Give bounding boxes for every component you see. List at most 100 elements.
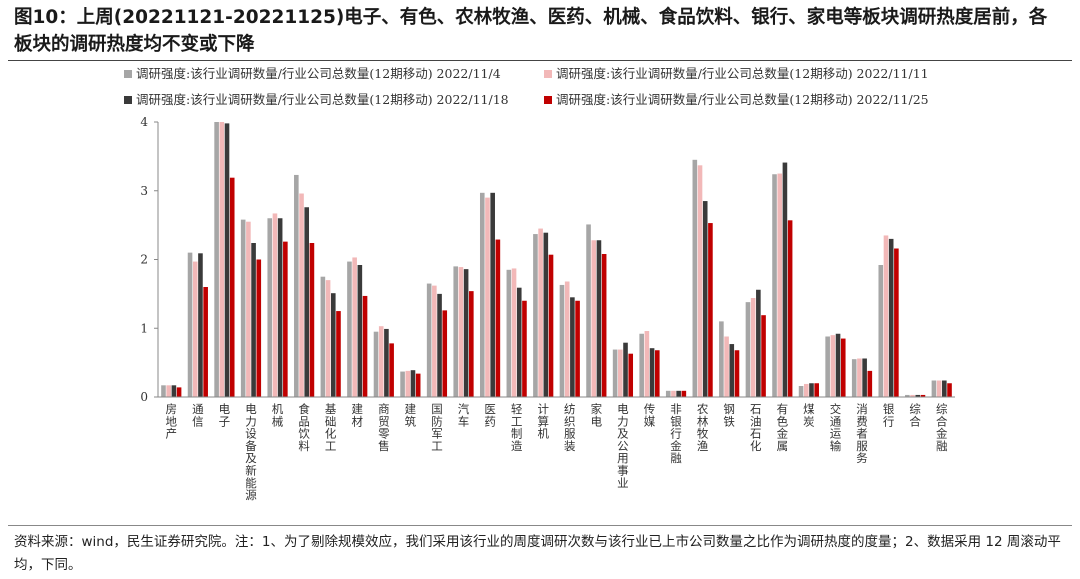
bar bbox=[676, 390, 681, 397]
bar bbox=[437, 293, 442, 398]
bar bbox=[283, 241, 288, 397]
x-category-label: 电子 bbox=[219, 402, 231, 428]
bar bbox=[809, 383, 814, 397]
bar bbox=[246, 221, 251, 397]
bar bbox=[299, 193, 304, 397]
bar bbox=[203, 287, 208, 397]
bar bbox=[708, 223, 713, 397]
bar bbox=[506, 269, 512, 397]
x-category-label: 有色金属 bbox=[777, 402, 789, 453]
bar bbox=[405, 370, 411, 398]
bar bbox=[224, 123, 230, 398]
bar bbox=[384, 328, 389, 397]
bar bbox=[915, 394, 921, 397]
bar bbox=[378, 326, 384, 397]
bar bbox=[330, 293, 336, 397]
bar bbox=[724, 336, 729, 397]
bar bbox=[777, 173, 783, 397]
bar bbox=[734, 350, 740, 397]
bar bbox=[347, 261, 352, 397]
bar bbox=[681, 390, 687, 397]
bar bbox=[511, 268, 517, 397]
bar bbox=[649, 348, 655, 397]
x-category-label: 食品饮料 bbox=[298, 402, 310, 453]
bar bbox=[309, 243, 315, 397]
x-category-label: 综合 bbox=[909, 402, 921, 428]
x-category-label: 钢铁 bbox=[723, 402, 735, 428]
legend-swatch bbox=[544, 70, 552, 78]
legend-swatch bbox=[124, 96, 132, 104]
bar bbox=[559, 284, 565, 397]
bar bbox=[910, 394, 915, 397]
bar bbox=[442, 310, 448, 398]
bar bbox=[463, 269, 469, 398]
bar bbox=[894, 248, 899, 397]
bar bbox=[240, 219, 246, 398]
bar bbox=[756, 289, 761, 397]
bar bbox=[702, 201, 708, 397]
bar bbox=[453, 266, 459, 398]
y-tick-label: 1 bbox=[140, 321, 148, 335]
x-category-label: 石油石化 bbox=[750, 402, 762, 453]
legend-swatch bbox=[124, 70, 132, 78]
x-category-label: 汽车 bbox=[458, 402, 470, 428]
bar bbox=[458, 267, 464, 397]
bar bbox=[389, 343, 394, 398]
bar bbox=[495, 239, 501, 397]
bar bbox=[851, 359, 857, 397]
bar bbox=[942, 380, 947, 397]
bar bbox=[905, 394, 910, 397]
bar bbox=[485, 197, 490, 398]
legend-label: 调研强度:该行业调研数量/行业公司总数量(12期移动) 2022/11/18 bbox=[136, 92, 509, 107]
legend-label: 调研强度:该行业调研数量/行业公司总数量(12期移动) 2022/11/25 bbox=[556, 92, 929, 107]
bar bbox=[490, 192, 495, 397]
bar bbox=[357, 265, 363, 397]
bar bbox=[575, 300, 580, 397]
bar bbox=[320, 276, 326, 397]
bar bbox=[192, 261, 198, 397]
y-tick-label: 0 bbox=[140, 390, 148, 404]
bar bbox=[825, 336, 830, 397]
bar bbox=[857, 358, 862, 397]
bar bbox=[400, 371, 405, 397]
x-category-label: 消费者服务 bbox=[856, 402, 868, 465]
bar bbox=[426, 283, 432, 397]
y-tick-label: 3 bbox=[140, 184, 148, 198]
bar bbox=[830, 335, 836, 398]
bar bbox=[469, 291, 474, 398]
bar bbox=[176, 387, 182, 398]
x-category-label: 国防军工 bbox=[431, 402, 443, 453]
legend-label: 调研强度:该行业调研数量/行业公司总数量(12期移动) 2022/11/4 bbox=[136, 66, 501, 81]
bar bbox=[267, 218, 273, 397]
source-note: 资料来源：wind，民生证券研究院。注：1、为了剔除规模效应，我们采用该行业的周… bbox=[14, 534, 1061, 573]
x-category-label: 计算机 bbox=[537, 402, 549, 441]
bar bbox=[920, 394, 926, 397]
bar bbox=[586, 224, 591, 397]
bar bbox=[719, 321, 724, 398]
x-category-label: 纺织服装 bbox=[564, 402, 576, 453]
bar bbox=[671, 390, 676, 397]
bar bbox=[251, 243, 256, 397]
bar bbox=[161, 385, 166, 397]
x-category-label: 商贸零售 bbox=[378, 402, 390, 453]
figure-title: 图10：上周(20221121-20221125)电子、有色、农林牧渔、医药、机… bbox=[14, 7, 1048, 55]
x-category-label: 轻工制造 bbox=[511, 402, 523, 453]
y-tick-label: 4 bbox=[140, 115, 148, 129]
title-divider bbox=[8, 60, 1072, 61]
bar bbox=[533, 234, 538, 397]
y-axis: 0 1 2 3 4 bbox=[140, 115, 159, 404]
x-category-label: 交通运输 bbox=[830, 402, 842, 453]
x-category-label: 建筑 bbox=[405, 402, 417, 428]
bar-chart: 调研强度:该行业调研数量/行业公司总数量(12期移动) 2022/11/4 调研强… bbox=[124, 66, 955, 502]
bar bbox=[618, 349, 623, 397]
x-category-label: 传媒 bbox=[644, 402, 656, 428]
bar bbox=[782, 162, 788, 397]
bar bbox=[601, 254, 607, 397]
bar bbox=[548, 254, 554, 397]
x-category-label: 综合金融 bbox=[936, 402, 948, 453]
bar bbox=[745, 302, 751, 398]
bar bbox=[750, 298, 756, 397]
bar bbox=[304, 207, 310, 397]
bar bbox=[867, 370, 873, 398]
